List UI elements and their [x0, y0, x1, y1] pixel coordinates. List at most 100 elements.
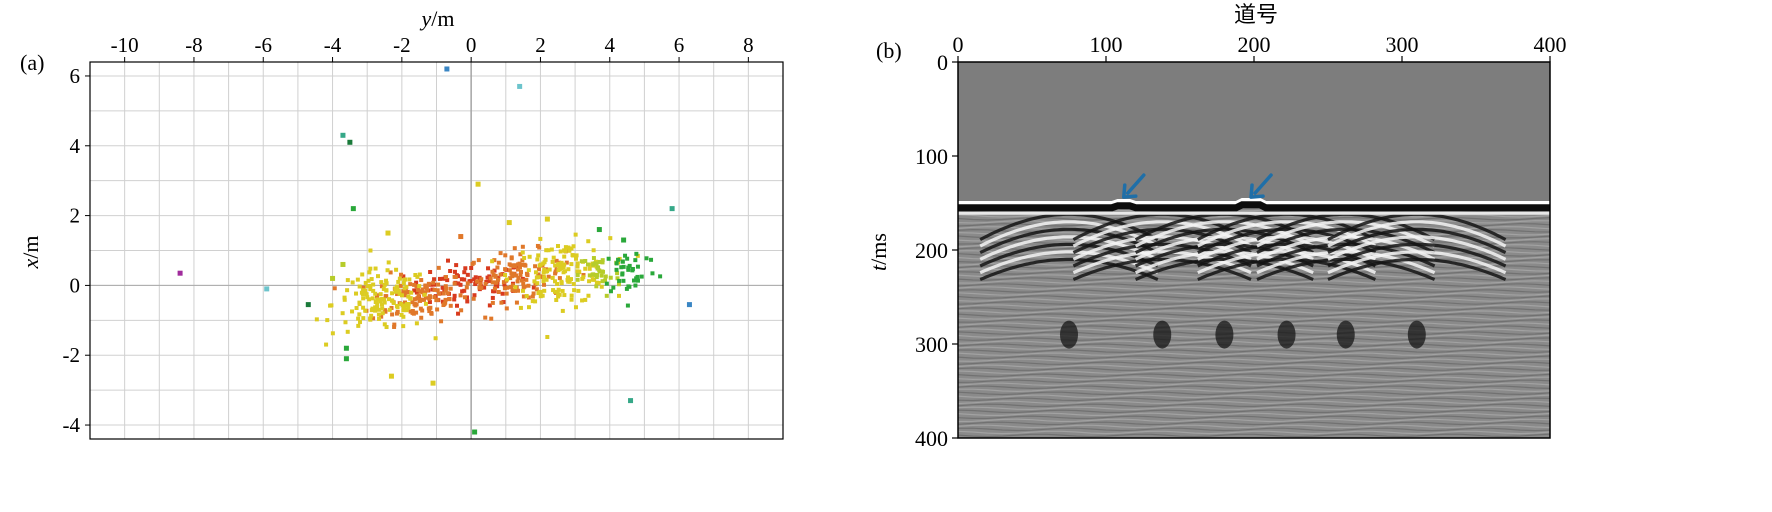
scatter-point [401, 324, 406, 329]
scatter-point [635, 276, 640, 281]
scatter-point [567, 248, 572, 253]
scatter-point [401, 281, 406, 286]
x-tick-label: -4 [324, 33, 342, 57]
scatter-point [445, 258, 450, 263]
scatter-point [594, 284, 599, 289]
scatter-point [350, 309, 355, 314]
scatter-point [404, 308, 409, 313]
x-tick-label: 6 [674, 33, 685, 57]
scatter-point [443, 300, 448, 305]
y-tick-label: -4 [63, 413, 81, 437]
scatter-point [505, 285, 510, 290]
reflection-striation [958, 367, 1550, 371]
scatter-point [437, 291, 442, 296]
scatter-point [412, 288, 417, 293]
scatter-point [650, 271, 655, 276]
scatter-point [417, 297, 422, 302]
scatter-point [408, 296, 413, 301]
scatter-point [591, 272, 596, 277]
diffraction-hyperbola [1327, 250, 1507, 275]
scatter-point [403, 303, 408, 308]
diffraction-hyperbola [1072, 257, 1252, 281]
scatter-point [368, 266, 373, 271]
scatter-point [500, 291, 505, 296]
scatter-point [402, 286, 407, 291]
reflection-striation [958, 295, 1550, 299]
scatter-point [508, 276, 513, 281]
scatter-point [547, 267, 552, 272]
scatter-point [380, 296, 385, 301]
y-tick-label: 400 [915, 426, 948, 451]
scatter-point [448, 303, 453, 308]
scatter-point [357, 320, 362, 325]
scatter-point [566, 279, 571, 284]
scatter-point [424, 285, 429, 290]
scatter-point [496, 289, 501, 294]
scatter-point [498, 272, 503, 277]
scatter-point [384, 278, 389, 283]
reflection-striation [958, 280, 1550, 284]
scatter-point [356, 323, 361, 328]
scatter-point [384, 281, 389, 286]
scatter-point-outlier [430, 380, 436, 386]
scatter-point [376, 312, 381, 317]
scatter-point [478, 281, 483, 286]
scatter-point [574, 256, 579, 261]
scatter-point [623, 253, 628, 258]
scatter-point [509, 271, 514, 276]
scatter-point [518, 265, 523, 270]
reflection-striation [958, 307, 1550, 311]
reflection-striation [958, 397, 1550, 402]
scatter-point [608, 289, 613, 294]
reflection-striation [958, 301, 1550, 305]
scatter-point [428, 270, 433, 275]
reflection-striation [958, 349, 1550, 353]
scatter-point [510, 274, 515, 279]
scatter-point [384, 325, 389, 330]
scatter-point [556, 263, 561, 268]
reflection-striation [958, 334, 1550, 338]
panel-b-y-axis-unit: /ms [866, 233, 891, 265]
scatter-point [526, 283, 531, 288]
diffraction-hyperbola [1072, 220, 1252, 248]
x-tick-label: 200 [1238, 32, 1271, 57]
scatter-point [573, 232, 578, 237]
scatter-point [406, 302, 411, 307]
scatter-point [555, 290, 560, 295]
scatter-point [518, 269, 523, 274]
scatter-point [379, 284, 384, 289]
scatter-point-outlier [596, 227, 602, 233]
scatter-point [462, 277, 467, 282]
scatter-point [381, 286, 386, 291]
scatter-point [600, 258, 605, 263]
scatter-point [554, 258, 559, 263]
scatter-point [382, 300, 387, 305]
scatter-point [550, 275, 555, 280]
scatter-point [472, 277, 477, 282]
scatter-point [484, 279, 489, 284]
scatter-point [559, 279, 564, 284]
scatter-point [557, 276, 562, 281]
scatter-point [393, 286, 398, 291]
scatter-point [490, 259, 495, 264]
reflection-striation [958, 346, 1550, 350]
scatter-point [365, 284, 370, 289]
scatter-point [428, 305, 433, 310]
scatter-point [396, 288, 401, 293]
scatter-point [443, 284, 448, 289]
scatter-point [620, 259, 625, 264]
diffraction-hyperbola [1072, 250, 1252, 275]
scatter-point [418, 306, 423, 311]
scatter-point [345, 278, 350, 283]
scatter-point [616, 257, 621, 262]
scatter-point [419, 278, 424, 283]
scatter-point [620, 271, 625, 276]
reflection-blob [1407, 320, 1426, 349]
scatter-point-outlier [340, 132, 346, 138]
reflection-striation [958, 325, 1550, 329]
scatter-point [386, 260, 391, 265]
scatter-point-outlier [628, 398, 634, 404]
scatter-point-outlier [444, 66, 450, 72]
scatter-point [575, 277, 580, 282]
scatter-point [371, 288, 376, 293]
